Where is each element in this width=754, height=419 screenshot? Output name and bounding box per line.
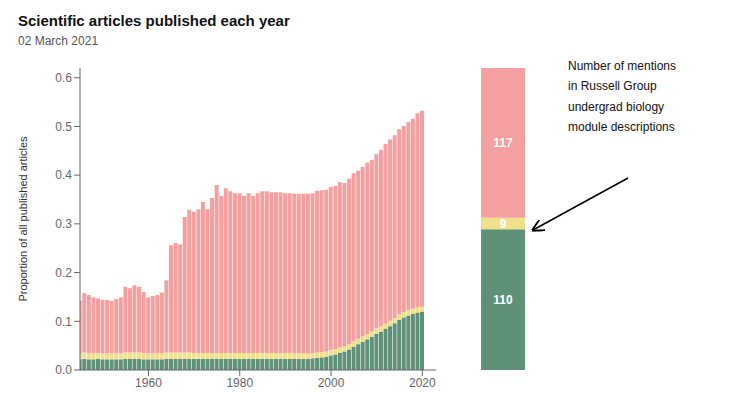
svg-text:117: 117 <box>493 136 513 150</box>
svg-text:0.0: 0.0 <box>55 363 72 377</box>
svg-text:0.4: 0.4 <box>55 168 72 182</box>
html-text:Number of mentions in Russell: Number of mentions in Russell Group unde… <box>568 59 676 135</box>
svg-text:0.5: 0.5 <box>55 120 72 134</box>
svg-text:9: 9 <box>500 217 507 231</box>
svg-text:0.3: 0.3 <box>55 217 72 231</box>
svg-text:2020: 2020 <box>409 376 436 390</box>
html-text:02 March 2021: 02 March 2021 <box>18 34 99 48</box>
svg-text:Proportion of all published ar: Proportion of all published articles <box>17 136 29 302</box>
svg-text:1980: 1980 <box>226 376 253 390</box>
svg-text:0.1: 0.1 <box>55 315 72 329</box>
svg-text:110: 110 <box>493 293 513 307</box>
svg-text:1960: 1960 <box>135 376 162 390</box>
svg-text:0.6: 0.6 <box>55 71 72 85</box>
svg-text:0.2: 0.2 <box>55 266 72 280</box>
html-text:Scientific articles published: Scientific articles published each year <box>18 12 290 29</box>
svg-text:2000: 2000 <box>318 376 345 390</box>
